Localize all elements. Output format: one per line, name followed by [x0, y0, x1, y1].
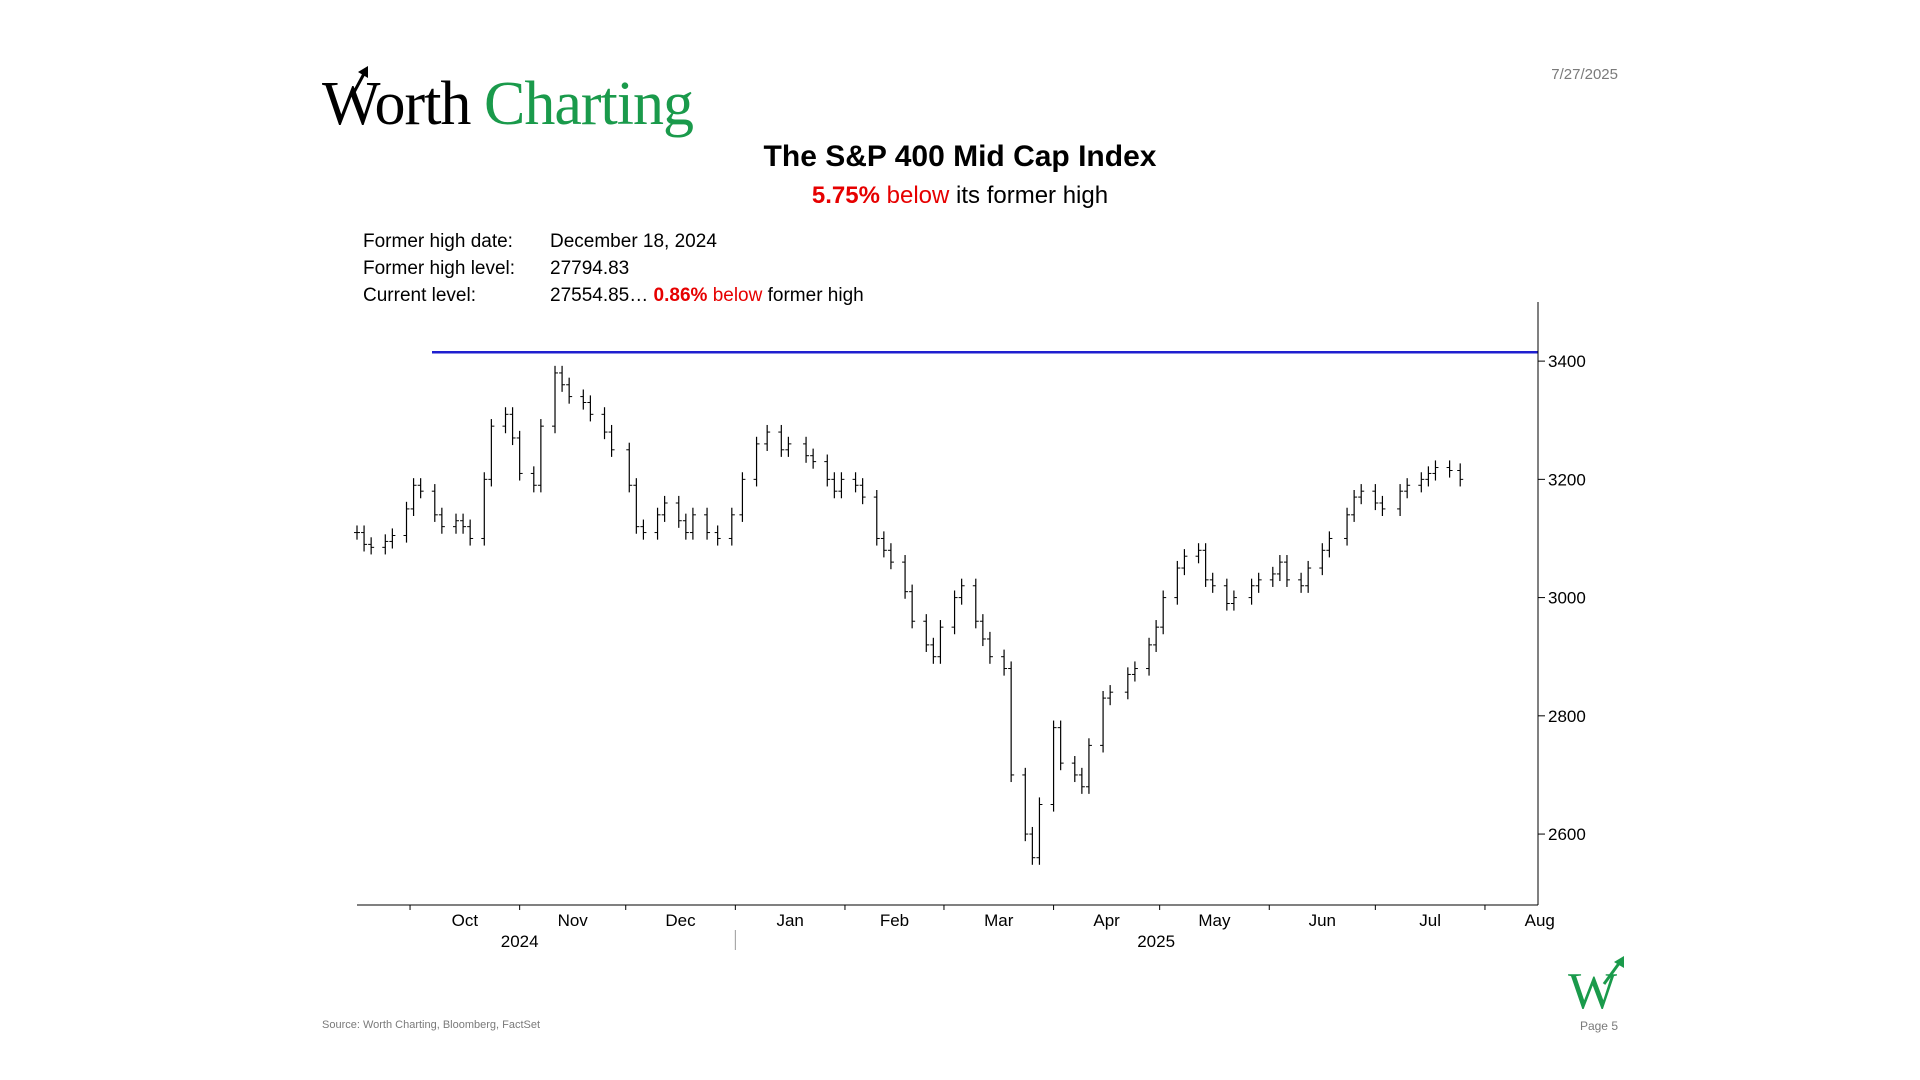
subtitle-percent: 5.75%: [811, 182, 880, 209]
y-tick-label: 3200: [1548, 470, 1586, 489]
x-month-label: Apr: [1093, 911, 1120, 930]
current-level-value: 27554.85… 0.86% below former high: [550, 282, 864, 309]
y-axis-ticks: 2600 2800 3000 3200 3400: [1538, 352, 1586, 844]
x-month-label: Jul: [1419, 911, 1441, 930]
x-month-label: Feb: [880, 911, 909, 930]
worth-charting-logo: Worth Charting: [322, 62, 742, 146]
x-month-label: Aug: [1525, 911, 1555, 930]
x-month-label: Dec: [665, 911, 696, 930]
former-high-date-value: December 18, 2024: [550, 231, 717, 252]
current-percent: 0.86%: [653, 285, 708, 306]
former-high-level-value: 27794.83: [550, 258, 630, 279]
y-tick-label: 2600: [1548, 825, 1586, 844]
x-month-label: Mar: [984, 911, 1014, 930]
x-year-label: 2025: [1137, 932, 1175, 951]
chart-subtitle: 5.75% below its former high: [0, 182, 1920, 210]
y-tick-label: 2800: [1548, 707, 1586, 726]
current-rest: former high: [767, 285, 864, 306]
w-logo-icon: W: [1568, 956, 1624, 1012]
x-month-label: Jun: [1309, 911, 1336, 930]
former-high-level-label: Former high level:: [363, 258, 516, 279]
price-bars-group: [354, 365, 1464, 865]
page-number: Page 5: [1579, 1019, 1618, 1033]
svg-text:W: W: [1568, 963, 1617, 1012]
logo-arrow-icon: [350, 66, 368, 97]
x-month-label: May: [1198, 911, 1231, 930]
report-date: 7/27/2025: [1551, 66, 1618, 83]
source-note: Source: Worth Charting, Bloomberg, FactS…: [322, 1019, 541, 1031]
current-level-number: 27554.85…: [550, 285, 649, 306]
chart-title: The S&P 400 Mid Cap Index: [763, 140, 1157, 173]
y-tick-label: 3400: [1548, 352, 1586, 371]
x-month-label: Jan: [776, 911, 803, 930]
x-axis-ticks: Oct Nov Dec Jan Feb Mar Apr May Jun Jul Aug 2024 202…: [409, 905, 1555, 951]
current-level-label: Current level:: [363, 285, 476, 306]
x-year-label: 2024: [501, 932, 539, 951]
x-month-label: Nov: [558, 911, 589, 930]
logo-word-charting: Charting: [484, 70, 694, 138]
logo-word-worth: Worth: [322, 70, 471, 138]
current-below: below: [712, 285, 763, 306]
x-month-label: Oct: [452, 911, 479, 930]
subtitle-rest: its former high: [956, 182, 1109, 209]
former-high-date-label: Former high date:: [363, 231, 513, 252]
y-tick-label: 3000: [1548, 589, 1586, 608]
subtitle-below: below: [886, 182, 950, 209]
